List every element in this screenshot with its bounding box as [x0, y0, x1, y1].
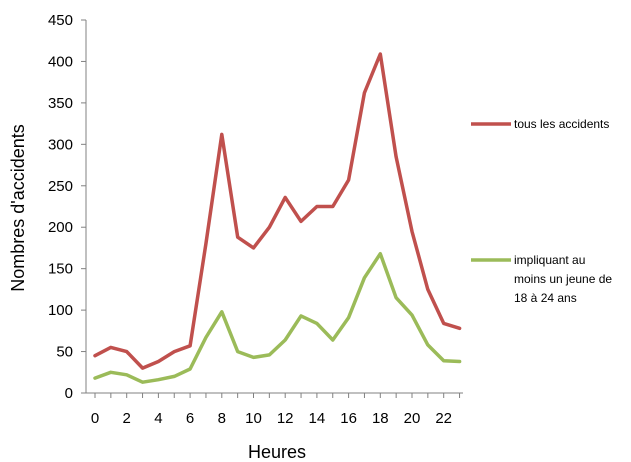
- x-tick-label: 22: [435, 410, 452, 427]
- legend-label-2: impliquant au: [514, 253, 585, 267]
- x-axis: 0 2 4 6 8 10 12 14 16 18 20 22: [86, 392, 463, 427]
- x-tick-label: 16: [340, 410, 357, 427]
- y-tick-label: 400: [48, 53, 73, 70]
- y-axis-title: Nombres d'accidents: [8, 124, 28, 292]
- x-tick-label: 20: [404, 410, 421, 427]
- y-tick-label: 250: [48, 178, 73, 195]
- y-tick-label: 50: [56, 344, 73, 361]
- y-tick-label: 150: [48, 261, 73, 278]
- x-tick-label: 6: [186, 410, 194, 427]
- x-tick-label: 10: [245, 410, 262, 427]
- series-line-2: [93, 251, 462, 384]
- x-axis-title: Heures: [248, 442, 306, 462]
- x-tick-label: 14: [309, 410, 326, 427]
- series-layer: [93, 52, 462, 384]
- y-tick-label: 200: [48, 219, 73, 236]
- y-tick-label: 450: [48, 12, 73, 29]
- series-line-1: [93, 52, 462, 370]
- x-tick-label: 4: [154, 410, 162, 427]
- y-tick-label: 0: [65, 385, 73, 402]
- x-tick-label: 18: [372, 410, 389, 427]
- x-tick-label: 0: [91, 410, 99, 427]
- y-tick-label: 350: [48, 95, 73, 112]
- y-tick-label: 300: [48, 136, 73, 153]
- legend-label-2: moins un jeune de: [514, 272, 612, 286]
- x-tick-label: 8: [218, 410, 226, 427]
- legend: tous les accidents impliquant au moins un…: [471, 117, 612, 305]
- legend-label-2: 18 à 24 ans: [514, 291, 577, 305]
- legend-label-1: tous les accidents: [514, 117, 609, 131]
- y-axis: 0 50 100 150 200 250 300 350 400 450: [48, 12, 87, 402]
- x-tick-label: 12: [277, 410, 294, 427]
- x-tick-label: 2: [123, 410, 131, 427]
- y-tick-label: 100: [48, 302, 73, 319]
